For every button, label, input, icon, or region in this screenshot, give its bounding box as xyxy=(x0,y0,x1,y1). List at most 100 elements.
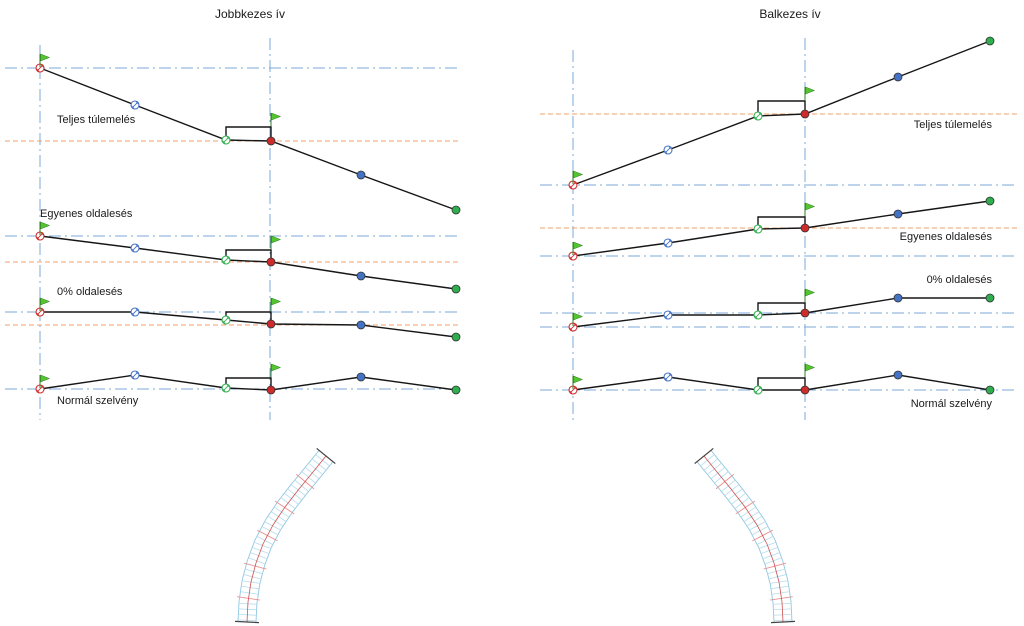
marker-red[interactable] xyxy=(800,109,810,119)
marker-green-open[interactable] xyxy=(221,255,231,265)
marker-green-open[interactable] xyxy=(753,224,763,234)
marker-red[interactable] xyxy=(266,385,276,395)
flag-icon[interactable] xyxy=(572,375,584,389)
road-edge-line xyxy=(237,450,320,622)
profile-label-normal-section-left: Normál szelvény xyxy=(57,395,139,407)
flag-icon[interactable] xyxy=(804,363,816,377)
transition-step-line xyxy=(757,377,806,390)
flag-icon[interactable] xyxy=(39,297,51,311)
cross-slope-line xyxy=(39,67,457,211)
road-edge-line xyxy=(710,450,793,622)
marker-green-open[interactable] xyxy=(221,135,231,145)
marker-blue-open[interactable] xyxy=(663,310,673,320)
marker-green-open[interactable] xyxy=(753,385,763,395)
marker-green-open[interactable] xyxy=(221,383,231,393)
profile-nulla-oldaleses xyxy=(5,297,461,342)
transition-step-line xyxy=(757,302,806,315)
marker-green[interactable] xyxy=(451,385,461,395)
profile-teljes-tulemeles xyxy=(5,53,461,215)
panel-title-right-hand-curve: Jobbkezes ív xyxy=(214,7,286,21)
marker-blue[interactable] xyxy=(356,320,366,330)
marker-blue[interactable] xyxy=(893,293,903,303)
marker-blue[interactable] xyxy=(356,170,366,180)
cross-slope-line xyxy=(40,311,457,338)
transition-step-line xyxy=(757,100,806,116)
marker-blue[interactable] xyxy=(893,370,903,380)
marker-green[interactable] xyxy=(985,293,995,303)
marker-red[interactable] xyxy=(800,308,810,318)
panel-jobbkezes xyxy=(5,38,461,420)
cross-slope-line xyxy=(572,374,991,391)
flag-icon[interactable] xyxy=(270,297,282,311)
marker-green[interactable] xyxy=(451,332,461,342)
profile-label-zero-slope-left: 0% oldalesés xyxy=(57,286,123,298)
cross-slope-line xyxy=(572,297,990,328)
flag-icon[interactable] xyxy=(572,241,584,255)
flag-icon[interactable] xyxy=(270,363,282,377)
profile-nulla-oldaleses xyxy=(540,288,1018,332)
flag-icon[interactable] xyxy=(804,202,816,216)
flag-icon[interactable] xyxy=(804,86,816,100)
profile-label-straight-slope-right: Egyenes oldalesés xyxy=(899,231,992,243)
marker-green-open[interactable] xyxy=(753,310,763,320)
marker-red[interactable] xyxy=(800,385,810,395)
flag-icon[interactable] xyxy=(572,170,584,184)
marker-green-open[interactable] xyxy=(221,315,231,325)
cross-slope-line xyxy=(572,40,991,186)
flag-icon[interactable] xyxy=(270,235,282,249)
marker-blue-open[interactable] xyxy=(663,238,673,248)
flag-icon[interactable] xyxy=(39,53,51,67)
marker-blue-open[interactable] xyxy=(130,370,140,380)
profile-label-full-superelevation-left: Teljes túlemelés xyxy=(57,114,136,126)
road-edge-line xyxy=(255,461,334,623)
flag-icon[interactable] xyxy=(39,221,51,235)
alignment-centerline xyxy=(703,455,784,623)
marker-blue[interactable] xyxy=(893,72,903,82)
profile-label-full-superelevation-right: Teljes túlemelés xyxy=(913,119,992,131)
marker-red[interactable] xyxy=(800,223,810,233)
flag-icon[interactable] xyxy=(270,112,282,126)
marker-blue[interactable] xyxy=(356,271,366,281)
panel-title-left-hand-curve: Balkezes ív xyxy=(759,7,821,21)
marker-blue-open[interactable] xyxy=(663,372,673,382)
profile-label-straight-slope-left: Egyenes oldalesés xyxy=(40,208,133,220)
marker-start[interactable] xyxy=(35,231,45,241)
marker-green[interactable] xyxy=(985,196,995,206)
alignment-end-tick xyxy=(770,620,796,624)
marker-blue-open[interactable] xyxy=(130,307,140,317)
marker-blue-open[interactable] xyxy=(663,145,673,155)
transition-step-line xyxy=(225,126,272,141)
transition-step-line xyxy=(757,216,806,229)
marker-blue-open[interactable] xyxy=(130,100,140,110)
flag-icon[interactable] xyxy=(39,374,51,388)
marker-green[interactable] xyxy=(451,284,461,294)
marker-green[interactable] xyxy=(451,205,461,215)
marker-red[interactable] xyxy=(266,136,276,146)
transition-step-line xyxy=(225,249,272,262)
flag-icon[interactable] xyxy=(804,288,816,302)
marker-red[interactable] xyxy=(266,319,276,329)
panel-balkezes xyxy=(540,36,1018,420)
flag-icon[interactable] xyxy=(572,312,584,326)
marker-green[interactable] xyxy=(985,36,995,46)
profile-normal-szelveny xyxy=(540,363,1018,395)
alignment-centerline xyxy=(246,455,327,623)
profile-label-normal-section-right: Normál szelvény xyxy=(910,398,992,410)
plan-view-jobbkezes-helyszinrajz xyxy=(234,447,336,624)
alignment-end-tick xyxy=(694,447,714,465)
marker-red[interactable] xyxy=(266,257,276,267)
transition-step-line xyxy=(225,377,272,390)
marker-green-open[interactable] xyxy=(753,111,763,121)
marker-green[interactable] xyxy=(985,385,995,395)
marker-start[interactable] xyxy=(35,384,45,394)
marker-blue[interactable] xyxy=(893,209,903,219)
marker-blue[interactable] xyxy=(356,372,366,382)
plan-view-balkezes-helyszinrajz xyxy=(694,447,796,624)
profile-egyenes-oldaleses xyxy=(5,221,461,294)
alignment-end-tick xyxy=(234,620,260,624)
profile-normal-szelveny xyxy=(5,363,461,395)
road-edge-line xyxy=(696,461,775,623)
marker-blue-open[interactable] xyxy=(130,243,140,253)
